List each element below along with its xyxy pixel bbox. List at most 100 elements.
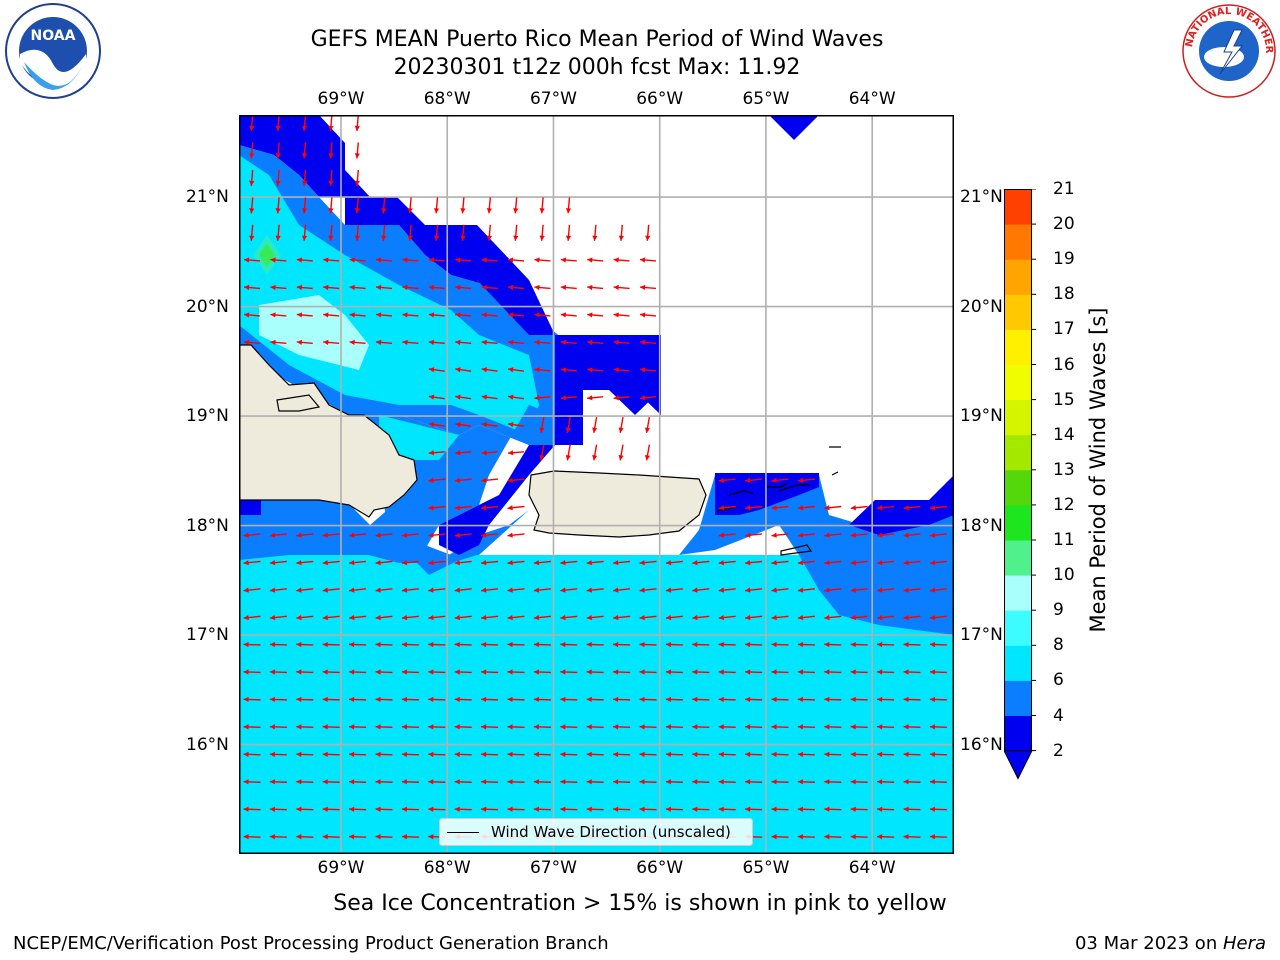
wave-direction-arrow (718, 614, 736, 621)
wave-direction-arrow (797, 532, 815, 538)
colorbar-tick-label: 15 (1053, 389, 1075, 410)
colorbar-segment (1004, 645, 1032, 681)
svg-text:NOAA: NOAA (31, 28, 76, 44)
wave-direction-arrow (639, 395, 657, 401)
wave-direction-arrow (644, 444, 651, 461)
wave-direction-arrow (322, 834, 340, 840)
wave-direction-arrow (797, 834, 815, 840)
wave-direction-arrow (507, 312, 525, 318)
wave-direction-arrow (296, 669, 314, 675)
wave-direction-arrow (428, 394, 445, 400)
wave-direction-arrow (402, 284, 419, 291)
wave-direction-arrow (745, 669, 763, 675)
wave-direction-arrow (639, 806, 657, 812)
wave-direction-arrow (243, 834, 261, 840)
wave-direction-arrow (929, 806, 947, 812)
wave-direction-arrow (534, 339, 551, 345)
wave-direction-arrow (639, 312, 657, 318)
wave-direction-arrow (560, 367, 577, 373)
wave-direction-arrow (481, 284, 498, 291)
wave-direction-arrow (249, 197, 255, 214)
wave-direction-arrow (903, 724, 921, 730)
wave-direction-arrow (354, 197, 360, 214)
wave-direction-arrow (613, 257, 630, 263)
wave-direction-arrow (349, 339, 366, 345)
wave-direction-arrow (592, 224, 598, 241)
wave-direction-arrow (269, 532, 287, 538)
wave-direction-arrow (903, 614, 921, 621)
wave-direction-arrow (375, 779, 393, 785)
colorbar-segment (1004, 259, 1032, 295)
wave-direction-arrow (824, 560, 842, 566)
wave-direction-arrow (903, 834, 921, 840)
wave-direction-arrow (507, 587, 525, 593)
wave-direction-arrow (481, 560, 499, 566)
wave-direction-arrow (301, 224, 308, 241)
wave-direction-arrow (381, 197, 387, 214)
wave-direction-arrow (243, 614, 261, 621)
wave-direction-arrow (481, 257, 498, 263)
colorbar-tick-label: 17 (1053, 319, 1075, 340)
wave-direction-arrow (797, 779, 815, 785)
wave-direction-arrow (718, 669, 736, 675)
wave-direction-arrow (243, 751, 261, 757)
wave-direction-arrow (322, 806, 340, 812)
wave-direction-arrow (560, 284, 577, 291)
wave-direction-arrow (797, 669, 815, 675)
colorbar-segment (1004, 364, 1032, 401)
wave-direction-arrow (481, 587, 499, 593)
period-field-2s-central-north (425, 225, 661, 445)
wave-direction-arrow (296, 751, 314, 757)
wave-direction-arrow (455, 422, 472, 428)
wave-direction-arrow (534, 284, 551, 291)
wave-direction-arrow (533, 806, 551, 812)
wave-direction-arrow (745, 806, 763, 812)
wave-direction-arrow (850, 669, 868, 675)
wave-direction-arrow (771, 532, 789, 538)
wave-direction-arrow (402, 339, 419, 345)
wave-direction-arrow (586, 587, 604, 593)
wave-direction-arrow (771, 614, 789, 621)
wave-direction-arrow (428, 751, 446, 757)
wave-direction-arrow (296, 806, 314, 812)
wave-direction-arrow (824, 614, 842, 621)
wave-direction-arrow (903, 669, 921, 675)
wave-direction-arrow (375, 284, 393, 291)
wave-direction-arrow (375, 257, 393, 263)
lat-tick-label-left: 18°N (186, 515, 229, 536)
wave-direction-arrow (586, 779, 604, 785)
wave-direction-arrow (850, 779, 868, 785)
wave-direction-arrow (481, 751, 499, 757)
wave-direction-arrow (428, 422, 445, 428)
wave-direction-arrow (639, 724, 657, 730)
wave-direction-arrow (533, 751, 551, 757)
wave-direction-arrow (243, 560, 261, 566)
wave-direction-arrow (507, 751, 525, 757)
period-field-2s-southwest-edge (239, 500, 261, 515)
wave-direction-arrow (771, 724, 789, 730)
wave-direction-arrow (613, 395, 630, 401)
lon-tick-label-top: 67°W (529, 89, 577, 109)
wave-direction-arrow (639, 614, 657, 621)
wave-direction-arrow (455, 339, 472, 345)
wave-direction-arrow (401, 587, 419, 593)
wave-direction-arrow (533, 779, 551, 785)
wave-direction-arrow (665, 724, 683, 730)
colorbar-segment (1004, 329, 1032, 365)
wave-direction-arrow (301, 115, 308, 132)
wave-direction-arrow (269, 806, 287, 812)
wave-direction-arrow (613, 587, 631, 593)
wave-direction-arrow (401, 614, 419, 621)
wave-direction-arrow (824, 641, 842, 648)
wave-direction-arrow (402, 312, 419, 318)
wave-direction-arrow (613, 560, 631, 566)
wave-direction-arrow (850, 560, 868, 566)
wave-direction-arrow (560, 724, 578, 730)
lat-tick-label-right: 21°N (960, 187, 1003, 208)
wave-direction-arrow (507, 422, 525, 428)
period-field-2s-north-east (769, 115, 819, 140)
wave-direction-arrow (665, 806, 683, 812)
wave-direction-arrow (454, 641, 472, 648)
wave-direction-arrow (296, 587, 314, 593)
colorbar-tick-label: 20 (1053, 214, 1075, 235)
